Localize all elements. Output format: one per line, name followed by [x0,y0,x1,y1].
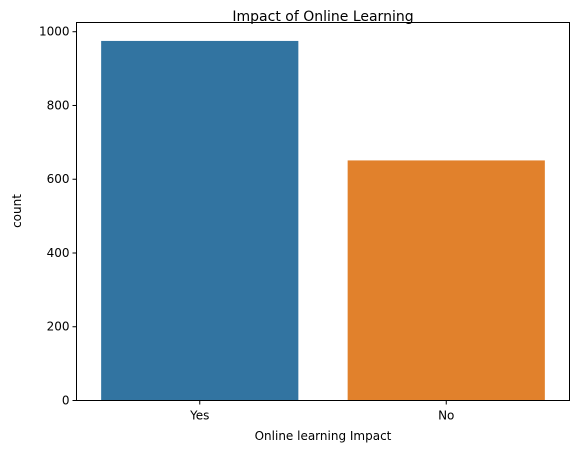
y-tick-label: 800 [47,98,70,112]
plot-frame [76,22,570,401]
chart-title: Impact of Online Learning [232,9,413,25]
y-tick-label: 1000 [39,25,70,39]
y-tick-label: 0 [62,394,70,408]
x-axis-label: Online learning Impact [255,429,392,443]
bars [101,40,545,401]
y-tick-label: 200 [47,320,70,334]
y-axis-label: count [10,194,24,228]
x-tick-label: Yes [189,409,209,423]
bar-no [347,160,545,401]
x-axis: Yes No [189,400,454,423]
y-axis: 0 200 400 600 800 1000 [39,25,77,408]
y-tick-label: 600 [47,172,70,186]
bar-yes [101,40,299,401]
y-tick-label: 400 [47,246,70,260]
x-tick-label: No [438,409,454,423]
